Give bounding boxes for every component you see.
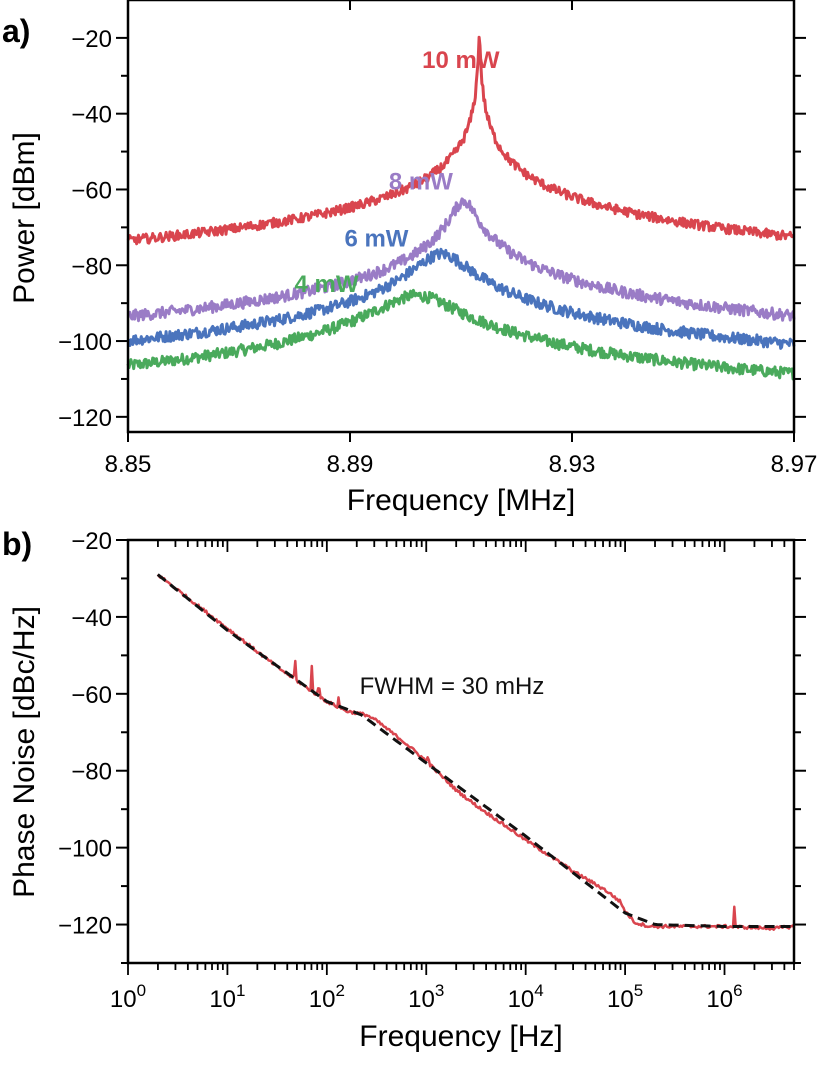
series-fit (156, 573, 795, 928)
y-tick-label: −20 (71, 26, 112, 53)
series-label: 8 mW (389, 168, 453, 195)
panel-b-ylabel: Phase Noise [dBc/Hz] (8, 606, 41, 898)
y-tick-label: −80 (71, 759, 112, 786)
panel-a-ylabel: Power [dBm] (8, 132, 41, 304)
x-tick-label: 106 (706, 981, 742, 1013)
panel-b-xlabel: Frequency [Hz] (359, 1020, 562, 1053)
panel-a-annotations: 10 mW 8 mW 6 mW 4 mW (295, 47, 500, 298)
y-tick-label: −120 (58, 913, 112, 940)
panel-a-frame (126, 0, 796, 434)
x-tick-label: 8.85 (105, 451, 152, 478)
series-8-mw (127, 197, 796, 323)
fwhm-annotation: FWHM = 30 mHz (360, 673, 545, 700)
series-10-mw (126, 35, 795, 246)
series-label: 4 mW (295, 271, 359, 298)
y-tick-label: −120 (58, 405, 112, 432)
x-tick-label: 102 (309, 981, 345, 1013)
panel-a-xlabel: Frequency [MHz] (347, 484, 575, 517)
y-tick-label: −60 (71, 682, 112, 709)
panel-a-traces (126, 35, 796, 381)
series-label: 6 mW (344, 225, 408, 252)
panel-b: b) 100 101 102 103 104 105 106 −20 −40 −60 −80 −100… (2, 526, 806, 1053)
x-tick-label: 100 (110, 981, 146, 1013)
y-tick-label: −60 (71, 177, 112, 204)
series-6-mw (127, 247, 796, 350)
panel-a: a) 8.85 8.89 8.93 8.97−20−40−60−80−100−120 … (2, 0, 817, 517)
series-measured (156, 573, 796, 931)
x-tick-label: 101 (209, 981, 245, 1013)
panel-a-ticks: 8.85 8.89 8.93 8.97 −20 −40 −60 −80 −100 −120 (58, 0, 817, 478)
x-tick-label: 8.89 (327, 451, 374, 478)
y-tick-label: −40 (71, 605, 112, 632)
panel-label-a: a) (2, 13, 30, 49)
x-tick-label: 103 (408, 981, 444, 1013)
x-tick-label: 8.97 (771, 451, 818, 478)
panel-label-b: b) (2, 526, 32, 562)
y-tick-label: −20 (71, 528, 112, 555)
panel-b-annotations: FWHM = 30 mHz (360, 673, 545, 700)
x-tick-label: 8.93 (549, 451, 596, 478)
x-tick-label: 105 (607, 981, 643, 1013)
panel-b-ticks: 100 101 102 103 104 105 106 −20 −40 −60 −80 −100 −12… (58, 528, 806, 1013)
y-tick-label: −80 (71, 253, 112, 280)
series-4-mw (126, 288, 795, 381)
panel-b-frame (126, 538, 796, 965)
y-tick-label: −100 (58, 329, 112, 356)
y-tick-label: −40 (71, 102, 112, 129)
x-tick-label: 104 (508, 981, 544, 1013)
y-tick-label: −100 (58, 836, 112, 863)
series-label: 10 mW (422, 47, 500, 74)
panel-b-traces (156, 573, 796, 931)
